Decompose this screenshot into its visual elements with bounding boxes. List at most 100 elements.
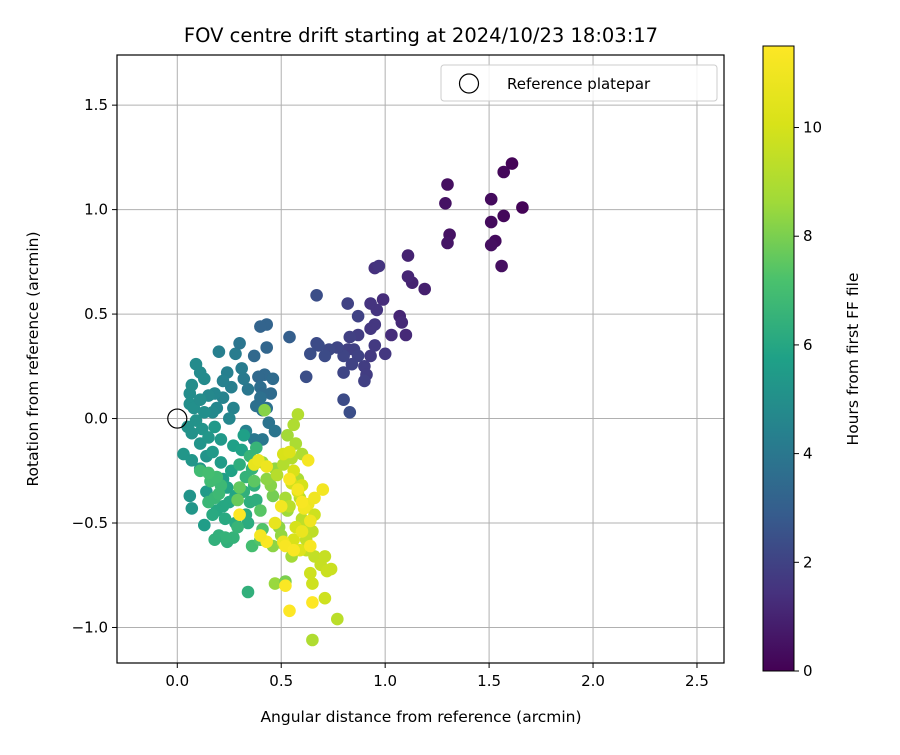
data-point (295, 525, 309, 538)
data-point (306, 596, 319, 609)
data-point (247, 474, 261, 488)
data-points (177, 157, 529, 647)
colorbar-label: Hours from first FF file (844, 273, 862, 446)
data-point (304, 566, 317, 580)
data-point (233, 481, 246, 494)
data-point (343, 406, 357, 419)
data-point (202, 466, 215, 480)
data-point (351, 309, 365, 323)
data-point (484, 238, 498, 252)
data-point (274, 500, 288, 513)
data-point (279, 579, 292, 592)
data-point (291, 408, 305, 421)
y-tick-label: 1.0 (84, 201, 108, 219)
x-tick-label: 2.0 (581, 672, 605, 690)
data-point (214, 433, 228, 446)
data-point (308, 491, 321, 505)
data-point (304, 347, 317, 361)
data-point (233, 508, 246, 521)
data-point (193, 393, 207, 407)
data-point (183, 489, 197, 503)
data-point (301, 454, 315, 467)
data-point (385, 328, 398, 342)
data-point (212, 345, 226, 359)
data-point (268, 577, 282, 590)
data-point (399, 328, 413, 342)
data-point (268, 424, 282, 438)
data-point (258, 403, 271, 417)
x-ticks: 0.0 0.5 1.0 1.5 2.0 2.5 (165, 663, 709, 690)
data-point (318, 591, 332, 605)
data-point (341, 297, 355, 310)
data-point (505, 157, 519, 170)
data-point (378, 347, 392, 361)
chart-title: FOV centre drift starting at 2024/10/23 … (184, 24, 658, 47)
data-point (441, 236, 454, 250)
data-point (249, 493, 263, 507)
data-point (401, 249, 415, 262)
data-point (218, 531, 232, 544)
legend-box (440, 64, 718, 102)
colorbar-tick-label: 2 (803, 553, 813, 571)
data-point (484, 192, 498, 206)
data-point (206, 445, 219, 459)
y-tick-label: 1.5 (84, 96, 108, 114)
x-tick-label: 2.5 (685, 672, 709, 690)
data-point (247, 349, 261, 363)
data-point (295, 495, 309, 509)
data-point (206, 508, 219, 521)
data-point (283, 604, 296, 618)
x-tick-label: 1.5 (477, 672, 501, 690)
data-point (304, 514, 317, 528)
data-point (364, 322, 377, 336)
data-point (277, 458, 290, 471)
colorbar-ticks: 0 2 4 6 8 10 (794, 119, 822, 680)
y-tick-label: 0.0 (84, 410, 108, 428)
grid (117, 55, 724, 663)
y-tick-label: 0.5 (84, 305, 108, 323)
x-tick-label: 0.5 (269, 672, 293, 690)
data-point (376, 293, 390, 306)
reference-point-marker (167, 408, 188, 429)
data-point (254, 504, 267, 517)
plot-frame (116, 54, 725, 664)
data-point (310, 289, 323, 302)
colorbar-tick-label: 6 (803, 336, 813, 354)
data-point (287, 543, 301, 557)
data-point (306, 633, 319, 647)
data-point (223, 412, 236, 425)
data-point (266, 372, 280, 386)
data-point (281, 429, 294, 442)
data-point (252, 370, 265, 384)
data-point (241, 383, 255, 396)
data-point (337, 393, 350, 407)
data-point (260, 460, 274, 473)
data-point (401, 270, 415, 283)
data-point (497, 165, 511, 179)
data-point (254, 529, 267, 542)
data-point (318, 550, 332, 563)
data-point (372, 259, 386, 273)
data-point (358, 374, 371, 388)
data-point (183, 387, 197, 400)
data-point (497, 209, 511, 223)
y-tick-label: −1.0 (72, 618, 108, 636)
data-point (198, 406, 211, 419)
data-point (241, 585, 255, 599)
data-point (235, 362, 248, 375)
y-ticks: −1.0 −0.5 0.0 0.5 1.0 1.5 (72, 96, 117, 636)
data-point (254, 320, 267, 333)
data-point (304, 539, 317, 553)
data-point (231, 520, 244, 534)
data-point (231, 493, 244, 507)
data-point (439, 197, 452, 210)
colorbar: 0 2 4 6 8 10 Hours from first FF file (762, 45, 862, 680)
data-point (214, 456, 228, 469)
data-point (291, 483, 305, 496)
legend-reference-marker (458, 73, 480, 94)
data-point (283, 330, 296, 344)
data-point (229, 347, 242, 361)
data-point (345, 357, 359, 371)
data-point (193, 366, 207, 379)
